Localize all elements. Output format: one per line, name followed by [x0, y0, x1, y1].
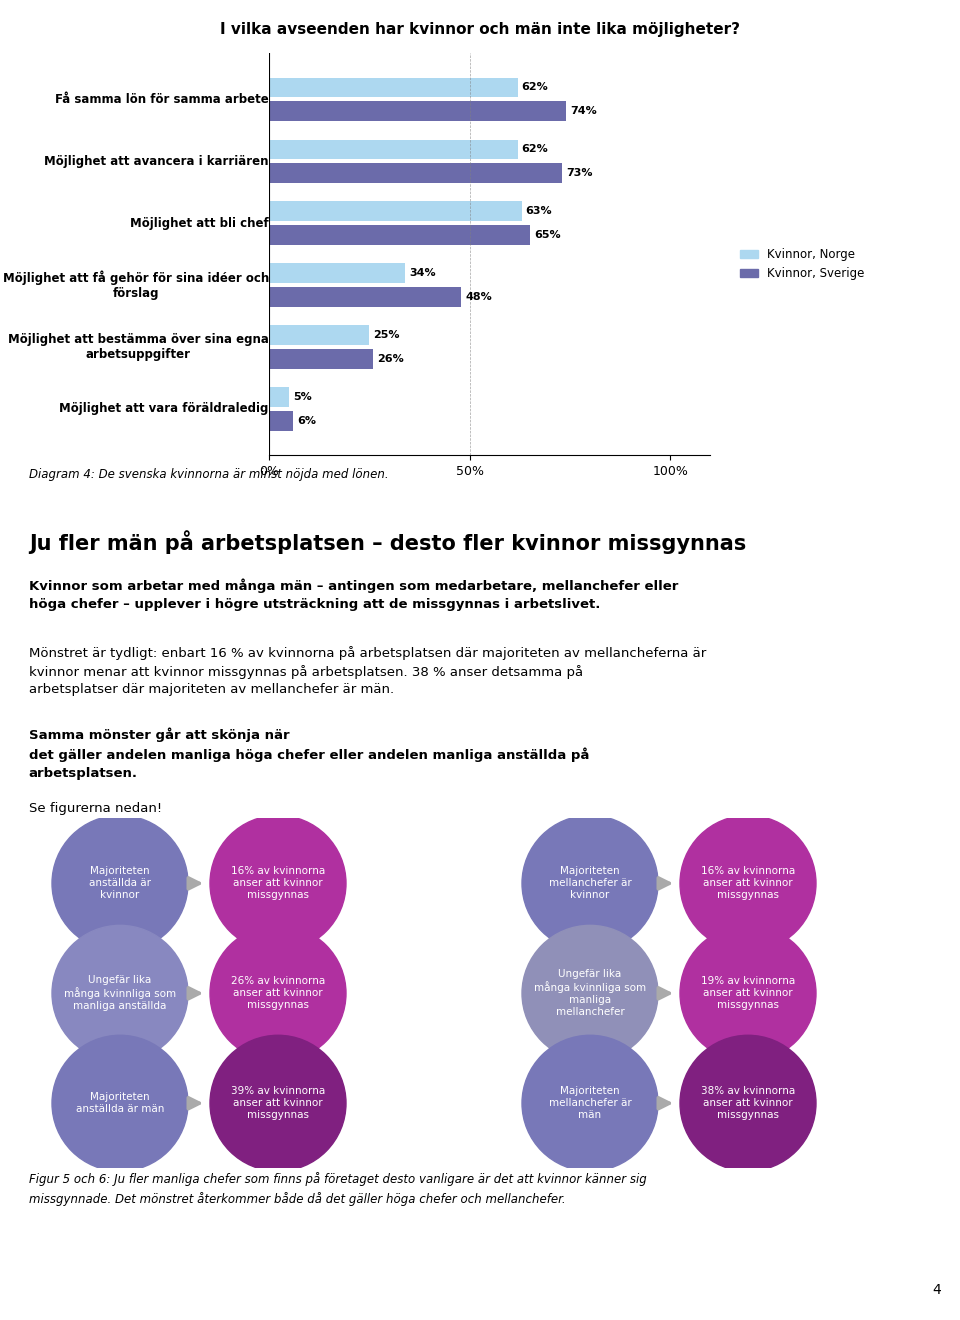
Text: 16% av kvinnorna
anser att kvinnor
missgynnas: 16% av kvinnorna anser att kvinnor missg… [230, 866, 325, 900]
Text: 62%: 62% [521, 82, 548, 92]
Ellipse shape [522, 816, 658, 952]
Text: Majoriteten
anställda är
kvinnor: Majoriteten anställda är kvinnor [89, 866, 151, 900]
Text: 65%: 65% [534, 230, 561, 240]
Text: Figur 5 och 6: Ju fler manliga chefer som finns på företaget desto vanligare är : Figur 5 och 6: Ju fler manliga chefer so… [29, 1172, 646, 1205]
Bar [269, 387, 289, 407]
Text: 6%: 6% [297, 416, 316, 426]
Text: Se figurerna nedan!: Se figurerna nedan! [29, 803, 162, 816]
Text: Ungefär lika
många kvinnliga som
manliga
mellanchefer: Ungefär lika många kvinnliga som manliga… [534, 969, 646, 1018]
Bar [269, 78, 517, 98]
Legend: Kvinnor, Norge, Kvinnor, Sverige: Kvinnor, Norge, Kvinnor, Sverige [735, 243, 870, 285]
Text: I vilka avseenden har kvinnor och män inte lika möjligheter?: I vilka avseenden har kvinnor och män in… [220, 22, 740, 37]
Ellipse shape [210, 1035, 346, 1171]
Text: 74%: 74% [570, 106, 597, 116]
Ellipse shape [210, 816, 346, 952]
Bar [269, 102, 565, 121]
Text: Få samma lön för samma arbete: Få samma lön för samma arbete [55, 92, 269, 106]
Text: 38% av kvinnorna
anser att kvinnor
missgynnas: 38% av kvinnorna anser att kvinnor missg… [701, 1086, 795, 1121]
Text: Mönstret är tydligt: enbart 16 % av kvinnorna på arbetsplatsen där majoriteten a: Mönstret är tydligt: enbart 16 % av kvin… [29, 645, 706, 697]
Text: 62%: 62% [521, 144, 548, 154]
Text: Majoriteten
mellanchefer är
kvinnor: Majoriteten mellanchefer är kvinnor [548, 866, 632, 900]
Text: Möjlighet att bli chef: Möjlighet att bli chef [130, 216, 269, 230]
Text: Samma mönster går att skönja när
det gäller andelen manliga höga chefer eller an: Samma mönster går att skönja när det gäl… [29, 727, 589, 780]
Text: Ungefär lika
många kvinnliga som
manliga anställda: Ungefär lika många kvinnliga som manliga… [64, 975, 176, 1011]
Bar [269, 224, 530, 244]
Text: Möjlighet att bestämma över sina egna
arbetsuppgifter: Möjlighet att bestämma över sina egna ar… [8, 333, 269, 360]
Text: 4: 4 [932, 1283, 941, 1298]
Text: Möjlighet att avancera i karriären: Möjlighet att avancera i karriären [44, 154, 269, 168]
Text: Kvinnor som arbetar med många män – antingen som medarbetare, mellanchefer eller: Kvinnor som arbetar med många män – anti… [29, 578, 678, 611]
Bar [269, 325, 370, 345]
Text: 25%: 25% [373, 330, 399, 341]
Ellipse shape [210, 925, 346, 1061]
Text: 39% av kvinnorna
anser att kvinnor
missgynnas: 39% av kvinnorna anser att kvinnor missg… [230, 1086, 325, 1121]
Ellipse shape [522, 925, 658, 1061]
Text: 48%: 48% [466, 292, 492, 302]
Bar [269, 264, 405, 284]
Bar [269, 348, 373, 368]
Text: 26%: 26% [377, 354, 404, 364]
Ellipse shape [680, 816, 816, 952]
Ellipse shape [52, 1035, 188, 1171]
Bar [269, 202, 521, 222]
Bar [269, 164, 562, 183]
Text: 5%: 5% [293, 392, 312, 403]
Text: Majoriteten
anställda är män: Majoriteten anställda är män [76, 1092, 164, 1114]
Text: Majoriteten
mellanchefer är
män: Majoriteten mellanchefer är män [548, 1086, 632, 1121]
Bar [269, 411, 293, 430]
Ellipse shape [680, 925, 816, 1061]
Bar [269, 286, 462, 306]
Ellipse shape [52, 925, 188, 1061]
Text: 63%: 63% [526, 206, 552, 216]
Text: 26% av kvinnorna
anser att kvinnor
missgynnas: 26% av kvinnorna anser att kvinnor missg… [230, 977, 325, 1010]
Bar [269, 140, 517, 160]
Ellipse shape [522, 1035, 658, 1171]
Text: Möjlighet att vara föräldraledig: Möjlighet att vara föräldraledig [60, 403, 269, 416]
Text: 34%: 34% [409, 268, 436, 279]
Text: 19% av kvinnorna
anser att kvinnor
missgynnas: 19% av kvinnorna anser att kvinnor missg… [701, 977, 795, 1010]
Ellipse shape [680, 1035, 816, 1171]
Ellipse shape [52, 816, 188, 952]
Text: 16% av kvinnorna
anser att kvinnor
missgynnas: 16% av kvinnorna anser att kvinnor missg… [701, 866, 795, 900]
Text: 73%: 73% [565, 168, 592, 178]
Text: Ju fler män på arbetsplatsen – desto fler kvinnor missgynnas: Ju fler män på arbetsplatsen – desto fle… [29, 531, 746, 554]
Text: Diagram 4: De svenska kvinnorna är minst nöjda med lönen.: Diagram 4: De svenska kvinnorna är minst… [29, 469, 389, 480]
Text: Möjlighet att få gehör för sina idéer och
förslag: Möjlighet att få gehör för sina idéer oc… [3, 271, 269, 300]
